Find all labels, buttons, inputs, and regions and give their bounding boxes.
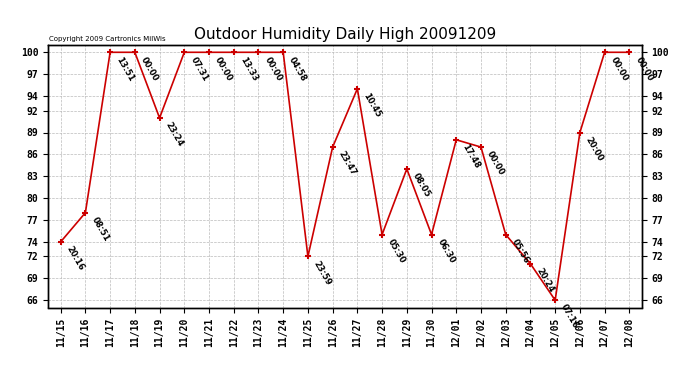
- Text: 06:30: 06:30: [435, 237, 457, 265]
- Text: 07:31: 07:31: [188, 55, 210, 82]
- Text: 08:05: 08:05: [411, 172, 432, 199]
- Text: 04:58: 04:58: [287, 55, 308, 82]
- Text: 23:59: 23:59: [312, 259, 333, 287]
- Title: Outdoor Humidity Daily High 20091209: Outdoor Humidity Daily High 20091209: [194, 27, 496, 42]
- Text: 05:56: 05:56: [510, 237, 531, 265]
- Text: 08:51: 08:51: [90, 216, 110, 243]
- Text: 20:24: 20:24: [535, 267, 555, 294]
- Text: Copyright 2009 Cartronics MilWis: Copyright 2009 Cartronics MilWis: [49, 36, 166, 42]
- Text: 13:51: 13:51: [115, 55, 135, 83]
- Text: 23:24: 23:24: [164, 121, 185, 148]
- Text: 00:00: 00:00: [139, 55, 160, 82]
- Text: 00:00: 00:00: [485, 150, 506, 177]
- Text: 00:00: 00:00: [609, 55, 630, 82]
- Text: 00:00: 00:00: [633, 55, 655, 82]
- Text: 00:00: 00:00: [263, 55, 284, 82]
- Text: 17:48: 17:48: [460, 142, 482, 170]
- Text: 00:00: 00:00: [213, 55, 234, 82]
- Text: 10:45: 10:45: [362, 92, 383, 119]
- Text: 07:16: 07:16: [560, 303, 580, 330]
- Text: 13:33: 13:33: [238, 55, 259, 82]
- Text: 23:47: 23:47: [337, 150, 358, 177]
- Text: 05:30: 05:30: [386, 237, 407, 265]
- Text: 20:00: 20:00: [584, 135, 605, 163]
- Text: 20:16: 20:16: [65, 244, 86, 272]
